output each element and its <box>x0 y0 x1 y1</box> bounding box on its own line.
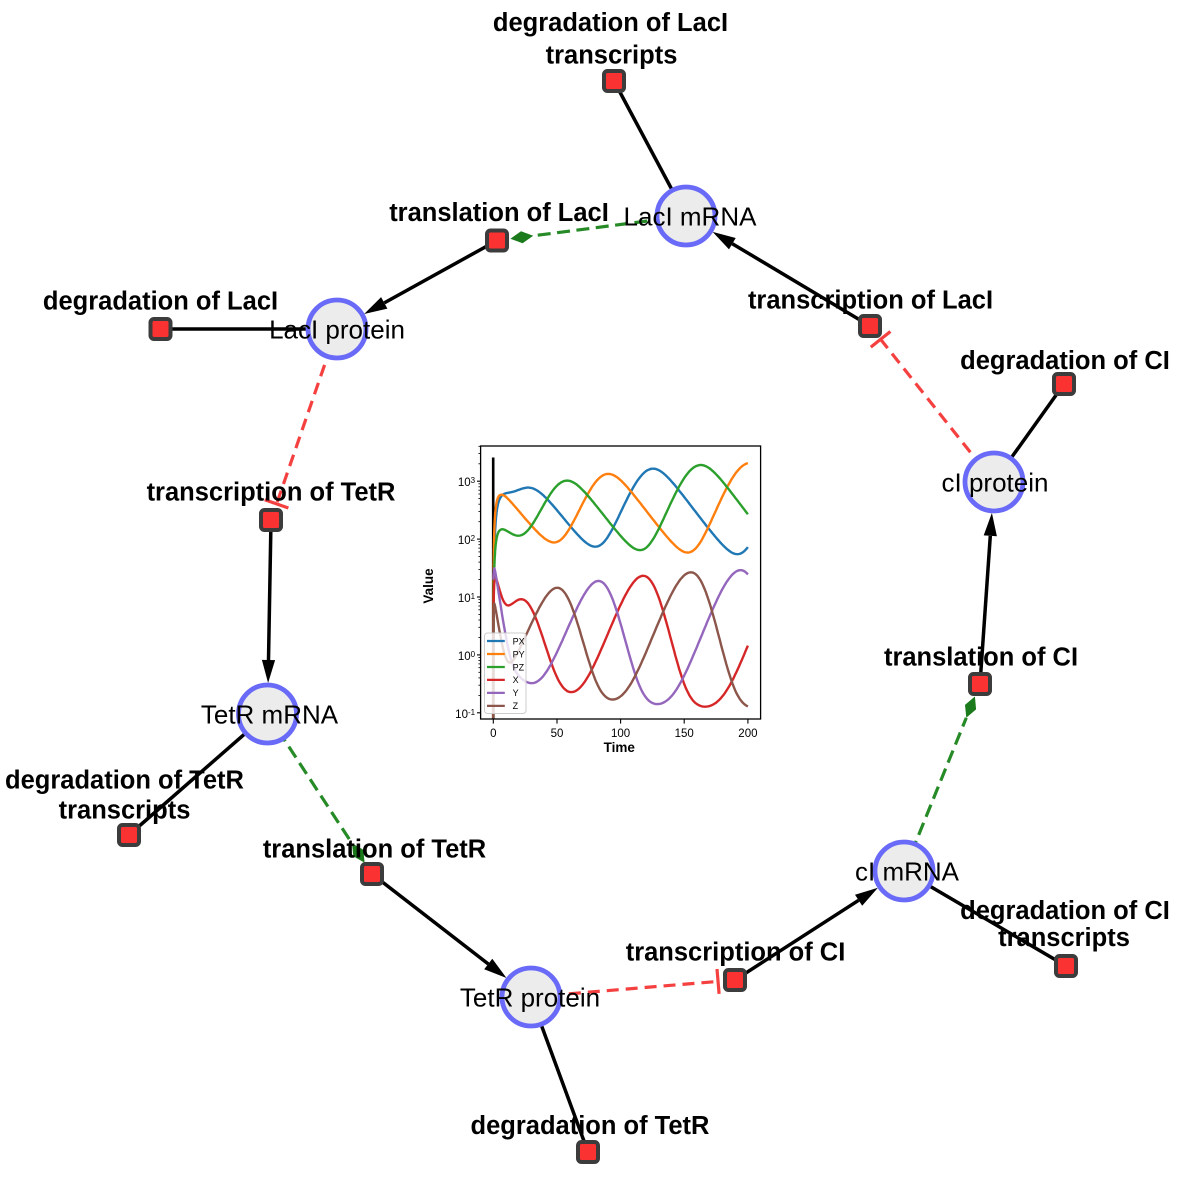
svg-text:transcripts: transcripts <box>546 42 678 70</box>
svg-text:transcription of TetR: transcription of TetR <box>147 479 396 507</box>
svg-text:X: X <box>513 675 519 685</box>
svg-text:degradation of CI: degradation of CI <box>960 347 1170 375</box>
svg-text:cI protein: cI protein <box>942 467 1049 497</box>
svg-text:Y: Y <box>513 688 519 698</box>
svg-text:200: 200 <box>738 728 757 740</box>
svg-text:transcripts: transcripts <box>998 924 1130 952</box>
svg-text:LacI mRNA: LacI mRNA <box>624 201 758 231</box>
svg-text:102: 102 <box>458 534 476 547</box>
svg-text:150: 150 <box>675 728 694 740</box>
svg-text:101: 101 <box>458 592 476 605</box>
svg-text:LacI protein: LacI protein <box>269 314 405 344</box>
svg-text:transcripts: transcripts <box>59 797 191 825</box>
svg-text:PZ: PZ <box>513 662 525 672</box>
svg-text:translation of CI: translation of CI <box>884 644 1078 672</box>
svg-text:transcription of LacI: transcription of LacI <box>748 287 993 315</box>
svg-text:Value: Value <box>421 568 436 604</box>
svg-text:TetR mRNA: TetR mRNA <box>201 699 339 729</box>
svg-text:10-1: 10-1 <box>455 708 475 721</box>
svg-text:degradation of CI: degradation of CI <box>960 897 1170 925</box>
svg-text:translation of TetR: translation of TetR <box>263 836 486 864</box>
svg-text:degradation of TetR: degradation of TetR <box>471 1112 710 1140</box>
svg-text:TetR protein: TetR protein <box>460 982 600 1012</box>
svg-text:PY: PY <box>513 649 525 659</box>
svg-text:degradation of LacI: degradation of LacI <box>43 288 278 316</box>
svg-text:0: 0 <box>490 728 496 740</box>
svg-text:PX: PX <box>513 636 525 646</box>
svg-text:100: 100 <box>611 728 630 740</box>
svg-text:Time: Time <box>604 740 636 755</box>
svg-text:103: 103 <box>458 476 476 489</box>
svg-text:cI mRNA: cI mRNA <box>855 856 960 886</box>
svg-text:transcription of CI: transcription of CI <box>626 939 846 967</box>
svg-text:degradation of LacI: degradation of LacI <box>493 9 728 37</box>
svg-text:translation of LacI: translation of LacI <box>389 199 609 227</box>
svg-text:degradation of TetR: degradation of TetR <box>5 767 244 795</box>
svg-text:Z: Z <box>513 701 519 711</box>
svg-text:100: 100 <box>458 650 476 663</box>
svg-text:50: 50 <box>551 728 564 740</box>
